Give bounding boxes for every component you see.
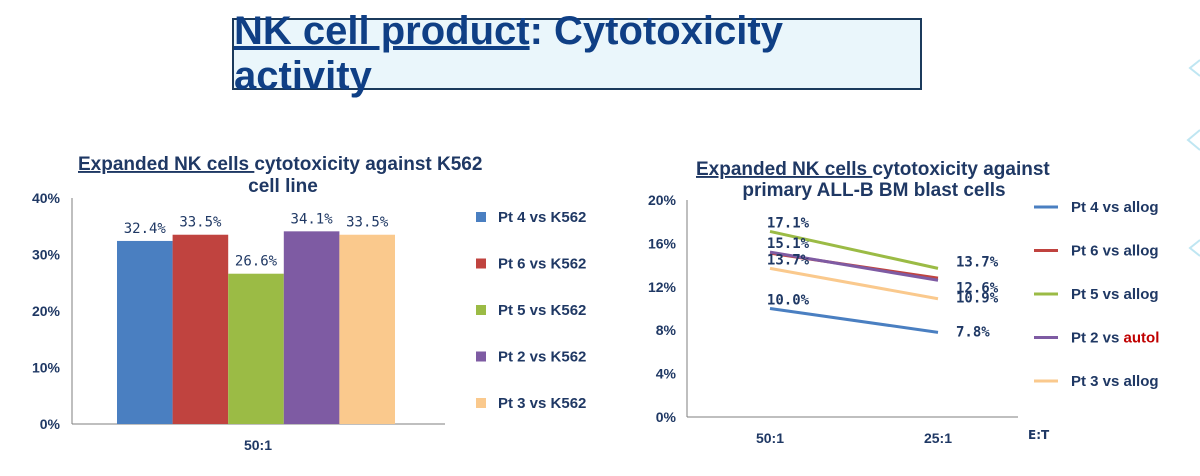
bar-chart-y-tick: 20% bbox=[32, 303, 61, 319]
line-series-0 bbox=[769, 307, 939, 334]
legend-entry: Pt 5 vs K562 bbox=[498, 302, 586, 319]
bar-chart-title-underlined: Expanded NK cells bbox=[78, 154, 254, 175]
legend-entry: Pt 4 vs K562 bbox=[498, 209, 586, 226]
legend-entry: Pt 3 vs allog bbox=[1071, 373, 1159, 390]
bar-data-label: 32.4% bbox=[124, 221, 167, 237]
bar-data-label: 26.6% bbox=[235, 254, 278, 270]
line-series-4 bbox=[769, 266, 939, 301]
line-chart-y-tick: 0% bbox=[656, 409, 677, 425]
legend-entry: Pt 2 vs K562 bbox=[498, 349, 586, 366]
legend-swatch bbox=[476, 258, 486, 269]
bar-pt-6-vs-k562 bbox=[172, 234, 229, 424]
legend-entry: Pt 6 vs allog bbox=[1071, 243, 1159, 260]
bar-chart-y-tick: 30% bbox=[32, 247, 61, 263]
bar-data-label: 33.5% bbox=[179, 215, 222, 231]
bar-chart-y-tick: 40% bbox=[32, 190, 61, 206]
bar-pt-4-vs-k562 bbox=[117, 240, 173, 424]
line-chart-title-line2: primary ALL-B BM blast cells bbox=[742, 180, 1005, 201]
bar-chart-category-label: 50:1 bbox=[244, 437, 272, 453]
line-data-label: 17.1% bbox=[767, 215, 810, 231]
decorative-arrows bbox=[1186, 59, 1200, 257]
legend-swatch bbox=[476, 305, 486, 315]
bar-data-label: 33.5% bbox=[346, 215, 389, 231]
legend-entry: Pt 3 vs K562 bbox=[498, 395, 586, 412]
bar-chart-y-tick: 10% bbox=[32, 360, 61, 376]
line-chart-x-axis-label: E:T bbox=[1028, 428, 1050, 442]
bar-data-label: 34.1% bbox=[291, 211, 334, 227]
line-chart-y-tick: 16% bbox=[648, 235, 677, 251]
line-data-label: 10.0% bbox=[767, 293, 810, 309]
line-chart-y-tick: 20% bbox=[648, 192, 677, 208]
line-data-label: 7.8% bbox=[956, 324, 990, 340]
bar-pt-3-vs-k562 bbox=[339, 234, 395, 424]
bar-chart-title-line1: Expanded NK cells cytotoxicity against K… bbox=[78, 154, 482, 175]
line-data-label: 12.6% bbox=[956, 280, 999, 296]
legend-swatch bbox=[476, 212, 486, 222]
line-data-label: 13.7% bbox=[956, 254, 999, 270]
legend-entry: Pt 6 vs K562 bbox=[498, 256, 586, 273]
slide-title-box: NK cell product: Cytotoxicity activity bbox=[232, 9, 922, 98]
legend-swatch bbox=[476, 351, 486, 362]
line-chart-all-b: Expanded NK cells cytotoxicity against p… bbox=[648, 159, 1159, 446]
line-chart-title-rest: cytotoxicity against bbox=[872, 159, 1050, 180]
slide-title-underlined: NK cell product bbox=[234, 9, 530, 53]
legend-entry: Pt 5 vs allog bbox=[1071, 286, 1159, 303]
line-chart-x-tick: 50:1 bbox=[756, 430, 784, 446]
slide-title: NK cell product: Cytotoxicity activity bbox=[234, 9, 920, 99]
line-chart-title-line1: Expanded NK cells cytotoxicity against bbox=[696, 159, 1050, 180]
legend-entry: Pt 2 vs autol bbox=[1071, 330, 1159, 347]
line-series-3 bbox=[769, 250, 939, 282]
line-data-label: 10.9% bbox=[956, 291, 999, 307]
line-chart-y-tick: 8% bbox=[656, 322, 677, 338]
line-data-label: 15.1% bbox=[767, 236, 810, 252]
line-chart-y-tick: 12% bbox=[648, 279, 677, 295]
bar-pt-5-vs-k562 bbox=[228, 273, 284, 424]
line-chart-x-tick: 25:1 bbox=[924, 430, 952, 446]
bar-chart-k562: Expanded NK cells cytotoxicity against K… bbox=[32, 154, 586, 453]
bar-chart-y-tick: 0% bbox=[40, 416, 61, 432]
line-series-2 bbox=[769, 229, 939, 270]
bar-pt-2-vs-k562 bbox=[283, 231, 340, 424]
line-data-label: 13.7% bbox=[767, 252, 810, 268]
legend-swatch bbox=[476, 398, 486, 408]
line-chart-y-tick: 4% bbox=[656, 366, 677, 382]
bar-chart-title-line2: cell line bbox=[248, 176, 318, 197]
slide-title-rest: : Cytotoxicity activity bbox=[234, 9, 783, 98]
legend-entry: Pt 4 vs allog bbox=[1071, 199, 1159, 216]
bar-chart-title-rest: cytotoxicity against K562 bbox=[254, 154, 482, 175]
line-chart-title-underlined: Expanded NK cells bbox=[696, 159, 872, 180]
